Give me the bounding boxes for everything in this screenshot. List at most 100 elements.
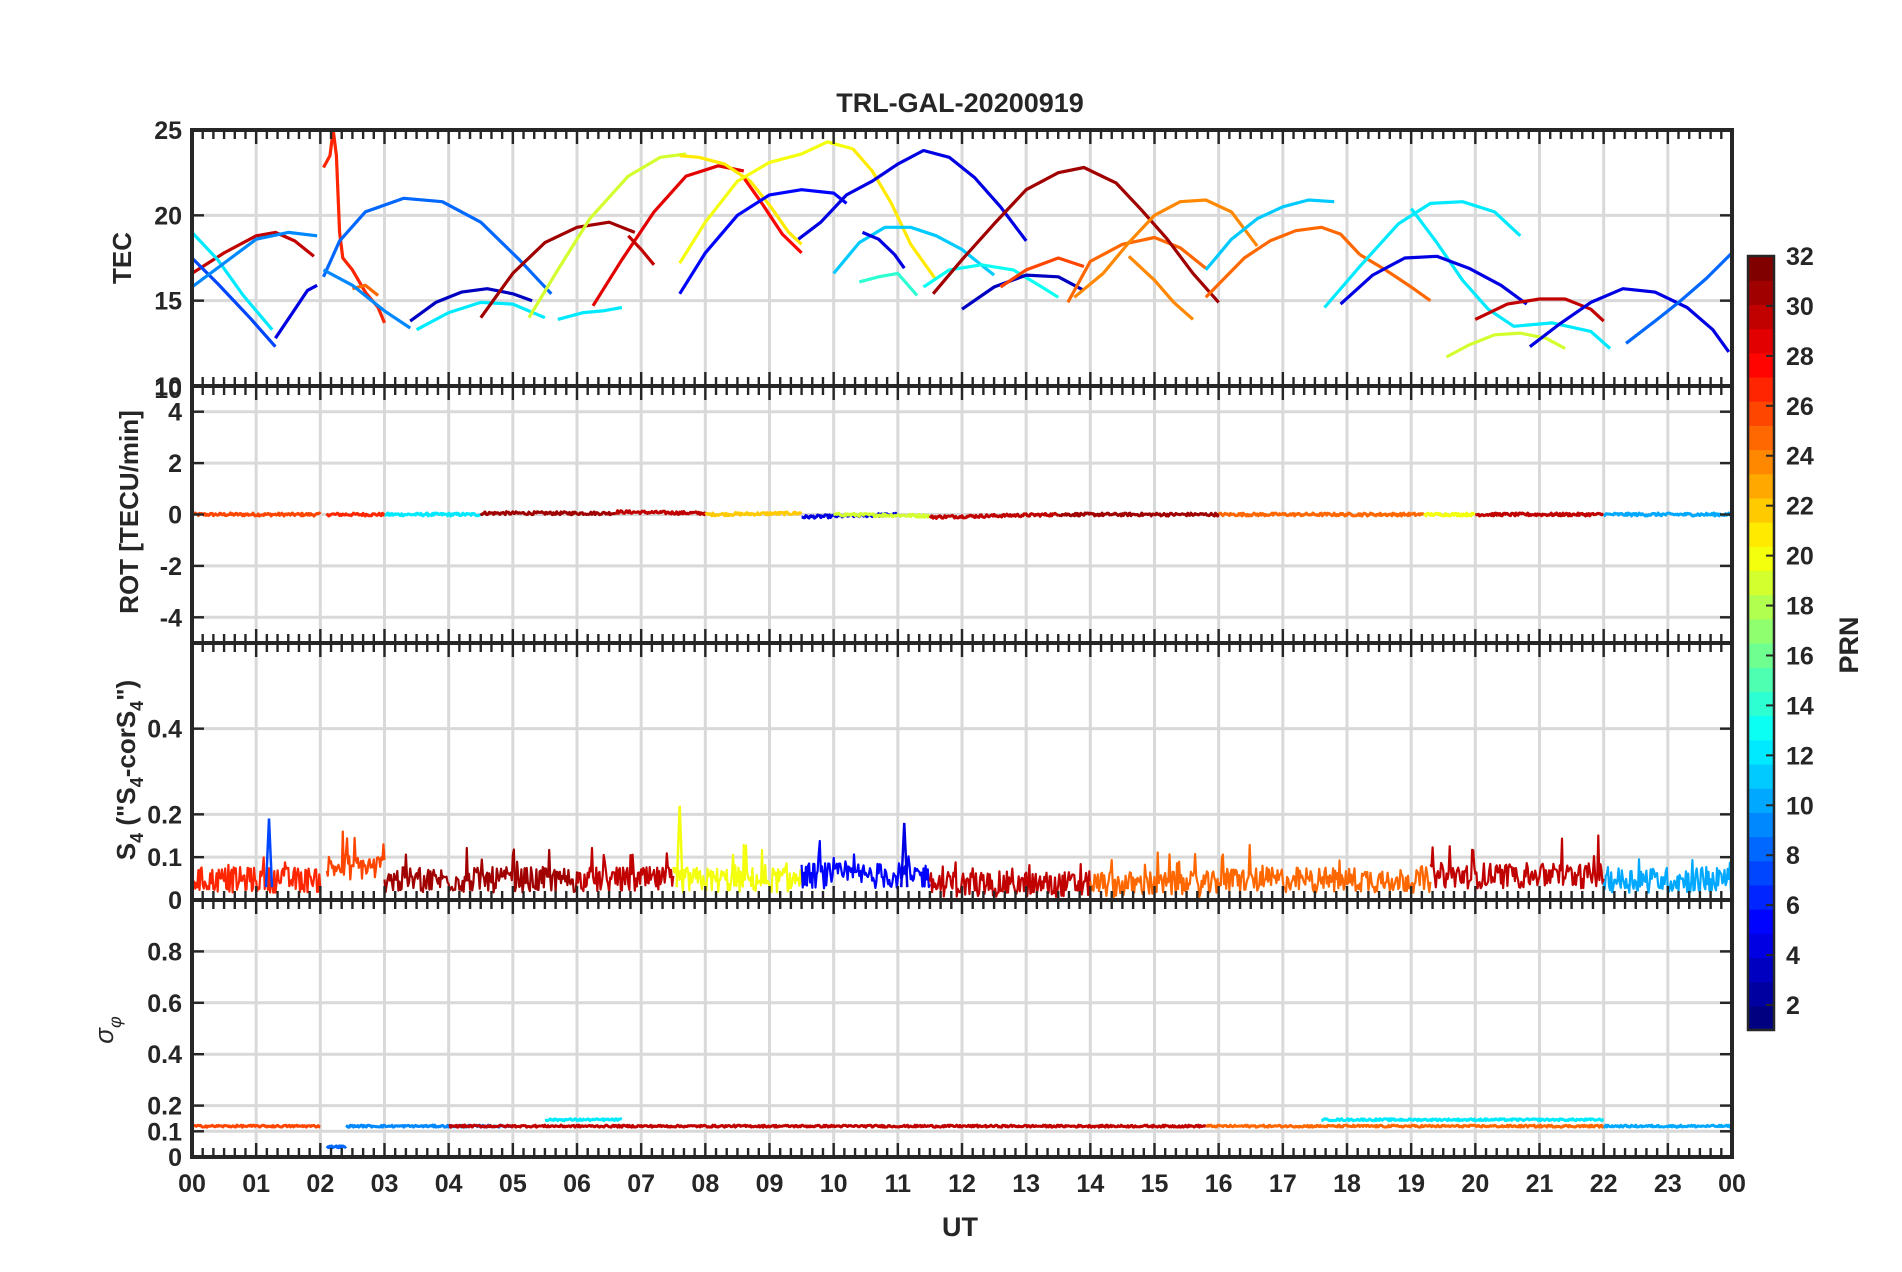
sigma_phi-series-line [448,1123,1207,1129]
tec-series-line [797,148,1028,242]
colorbar-band [1748,812,1774,838]
y-tick-label: 10 [154,376,182,404]
colorbar-tick-label: 6 [1786,892,1800,920]
sigma_phi-series-line [191,1123,321,1129]
s4-series-line [672,843,803,894]
s4-spike [264,818,274,888]
colorbar-tick-label: 22 [1786,493,1814,521]
s4-series-line [383,846,579,894]
x-tick-label: 00 [178,1170,206,1198]
tec-series-line [191,230,318,289]
colorbar-tick-label: 14 [1786,692,1814,720]
colorbar-band [1748,280,1774,305]
tec-series-line [591,164,745,307]
colorbar-band [1748,473,1774,499]
tec-ylabel: TEC [107,232,137,284]
rot-series-line [190,511,322,518]
tec-series-line [274,283,318,340]
colorbar-tick-label: 28 [1786,343,1814,371]
s4-series-line [576,846,675,893]
rot-series-line [479,510,616,517]
colorbar-frame [1746,254,1776,1032]
colorbar-tick-label: 30 [1786,293,1814,321]
colorbar-tick-label: 18 [1786,593,1814,621]
tec-series-line [1445,331,1566,359]
s4-series-line [1429,834,1605,890]
y-tick-label: 0.2 [147,801,182,829]
tec-series-line [742,176,803,255]
tec-series-line [190,231,274,331]
x-tick-label: 12 [948,1170,976,1198]
x-tick-label: 02 [306,1170,334,1198]
colorbar-tick-label: 2 [1786,992,1800,1020]
rot-series-line [832,511,931,519]
tec-series-line [627,234,656,266]
y-tick-label: 0.1 [147,844,182,872]
tec-series-line [322,196,553,295]
y-tick-label: -2 [160,553,182,581]
tec-series-line [678,140,854,264]
y-tick-label: 0.1 [147,1118,182,1146]
tec-series-line [190,256,277,348]
s4-series-line [325,830,386,881]
s4-series-line [190,856,322,894]
rot-ylabel: ROT [TECU/min] [114,410,144,614]
colorbar-label: PRN [1834,616,1864,673]
x-tick-label: 07 [627,1170,655,1198]
rot-series-line [325,511,386,518]
colorbar-band [1748,788,1774,813]
rot-panel: -4 -2 0 2 410 [154,376,1734,645]
colorbar-band [1748,933,1774,959]
tec-series-line [1323,200,1522,309]
x-tick-label: 14 [1076,1170,1104,1198]
tec-series-line [1625,251,1734,345]
y-tick-label: 0.6 [147,990,182,1018]
s4-ylabel: S4 ("S4-corS4") [111,680,147,860]
sigma-phi-panel: 00.10.2 0.4 0.6 0.8 [147,898,1734,1172]
y-tick-label: 0.4 [147,1041,182,1069]
y-tick-label: 15 [154,288,182,316]
tec-series-line [409,287,533,323]
tec-series-line [679,154,803,246]
colorbar-tick-label: 20 [1786,543,1814,571]
colorbar-tick-label: 26 [1786,393,1814,421]
x-tick-label: 03 [371,1170,399,1198]
colorbar-band [1748,594,1774,620]
tec-series-line [1474,297,1605,323]
x-tick-label: 20 [1461,1170,1489,1198]
colorbar-band [1748,739,1774,765]
tec-series-line [415,300,546,332]
s4-series-line [1217,843,1432,894]
x-tick-label: 13 [1012,1170,1040,1198]
y-tick-label: 0 [168,502,182,530]
x-tick-label: 23 [1654,1170,1682,1198]
x-axis-label: UT [942,1212,978,1242]
x-tick-label: 16 [1205,1170,1233,1198]
rot-series-line [1603,511,1734,518]
colorbar-tick-label: 4 [1786,942,1800,970]
x-tick-label: 17 [1269,1170,1297,1198]
s4-series-line [1089,851,1220,898]
x-tick-label: 10 [820,1170,848,1198]
rot-series-line [1057,511,1221,518]
rot-series-line [1217,511,1425,518]
tec-series-line [1528,287,1731,353]
colorbar-tick-label: 24 [1786,443,1814,471]
s4-panel: 0 0.1 0.2 0.4 [147,641,1734,915]
x-tick-label: 15 [1141,1170,1169,1198]
tec-series-line [479,220,636,319]
s4-series-line [800,839,931,890]
colorbar-tick-label: 12 [1786,742,1814,770]
sigma_phi-series-line [325,1144,348,1150]
tec-series-line [1073,198,1259,299]
tec-series-line [1066,235,1207,304]
tec-series-line [1204,198,1335,271]
s4-series-line [928,861,1092,898]
colorbar-band [1748,497,1774,523]
rot-series-line [1423,511,1476,518]
x-tick-label: 06 [563,1170,591,1198]
tec-series-line [1140,209,1220,304]
tec-series-line [557,305,623,321]
colorbar-band [1748,304,1774,330]
colorbar-band [1748,376,1774,402]
